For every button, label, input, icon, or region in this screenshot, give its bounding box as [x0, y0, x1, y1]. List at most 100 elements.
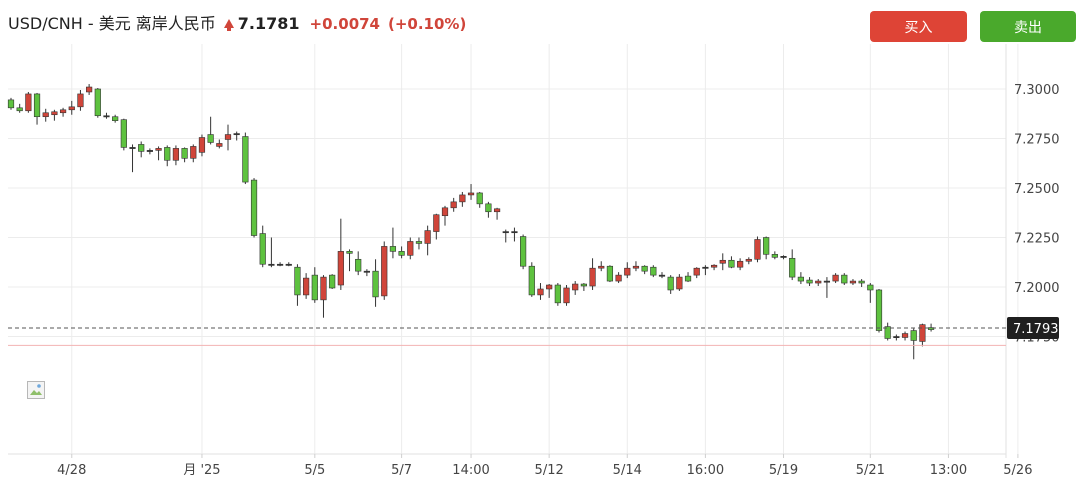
candle: [849, 279, 857, 286]
candle: [493, 207, 501, 220]
candle: [450, 197, 457, 212]
candle-body: [311, 274, 318, 301]
candle-body: [389, 246, 397, 252]
candle: [580, 283, 587, 291]
candle-body: [684, 275, 692, 282]
price-change: +0.0074: [309, 15, 380, 33]
candle: [919, 323, 926, 347]
y-tick-label: 7.3000: [1014, 83, 1060, 98]
candle: [33, 92, 41, 125]
candle: [789, 249, 796, 281]
candle: [42, 108, 49, 122]
candle: [138, 141, 145, 158]
candle-body: [901, 333, 909, 338]
candle-body: [554, 284, 561, 304]
candle: [667, 275, 674, 294]
candle: [389, 227, 397, 259]
x-tick-label: 5/21: [856, 463, 885, 478]
candle-body: [546, 284, 553, 290]
candle-body: [94, 88, 101, 117]
candle-body: [606, 265, 614, 282]
candle: [224, 124, 232, 151]
candle-body: [867, 284, 874, 291]
sell-button[interactable]: 卖出: [980, 11, 1076, 42]
x-tick-label: 14:00: [452, 463, 489, 478]
candle: [476, 191, 483, 208]
candle: [424, 225, 431, 256]
candle: [867, 283, 874, 303]
candle-body: [86, 86, 93, 93]
candle: [433, 213, 440, 240]
candle-body: [459, 194, 466, 203]
broken-image-icon: [27, 381, 45, 399]
candle: [520, 234, 527, 270]
candle: [303, 273, 310, 299]
candle-body: [294, 266, 301, 296]
candle-body: [407, 241, 414, 256]
candle-body: [919, 324, 926, 342]
candle-body: [112, 116, 119, 121]
candlestick-chart[interactable]: 7.30007.27507.25007.22507.20007.17507.17…: [0, 44, 1080, 497]
candle: [285, 262, 292, 267]
candle: [841, 273, 848, 286]
candle-body: [320, 276, 327, 301]
candle-body: [485, 203, 492, 213]
candle: [737, 258, 744, 271]
candle: [320, 275, 327, 318]
x-tick-label: 5/12: [535, 463, 564, 478]
buy-button[interactable]: 买入: [870, 11, 967, 42]
candle: [51, 109, 58, 121]
candle-body: [693, 267, 700, 276]
candle-body: [572, 283, 579, 291]
candle: [797, 272, 804, 285]
candle: [459, 191, 466, 207]
candle: [485, 201, 492, 218]
candle-body: [632, 265, 640, 269]
candle: [407, 237, 414, 260]
candle-body: [129, 147, 136, 149]
candle: [467, 184, 475, 200]
candle-body: [737, 260, 744, 268]
candle: [276, 262, 284, 267]
candle-body: [849, 280, 857, 284]
y-tick-label: 7.2000: [1014, 281, 1060, 296]
candle-body: [858, 280, 865, 284]
x-tick-label: 5/26: [1003, 463, 1032, 478]
candle: [181, 147, 188, 163]
candle-body: [537, 288, 544, 296]
candle-body: [398, 251, 405, 256]
candle: [198, 134, 206, 157]
candle: [355, 251, 362, 276]
candle: [719, 253, 726, 271]
candle-body: [7, 99, 15, 109]
candle-body: [441, 207, 449, 217]
candle: [25, 91, 32, 113]
candle-body: [832, 274, 839, 282]
candle: [589, 258, 596, 290]
candle: [624, 262, 631, 279]
candle: [615, 272, 622, 284]
candle-body: [415, 241, 423, 244]
candle: [684, 272, 692, 283]
y-tick-label: 7.2750: [1014, 133, 1060, 148]
candle: [745, 257, 752, 265]
candle: [710, 264, 718, 271]
candle-body: [216, 143, 223, 147]
candle: [7, 97, 15, 110]
candle: [598, 261, 605, 272]
candle-body: [710, 264, 718, 268]
candle-body: [927, 327, 935, 330]
candle: [650, 265, 657, 278]
candle: [910, 328, 917, 360]
y-axis: 7.30007.27507.25007.22507.20007.17507.17…: [1007, 83, 1060, 346]
candle-body: [276, 263, 284, 266]
candle: [502, 229, 509, 243]
candle: [268, 237, 275, 268]
candle: [893, 334, 900, 341]
candle-body: [815, 280, 822, 284]
y-tick-label: 7.2250: [1014, 232, 1060, 247]
candle-body: [59, 109, 67, 114]
candle: [94, 88, 101, 118]
candle-body: [242, 136, 249, 183]
candle: [381, 241, 388, 300]
